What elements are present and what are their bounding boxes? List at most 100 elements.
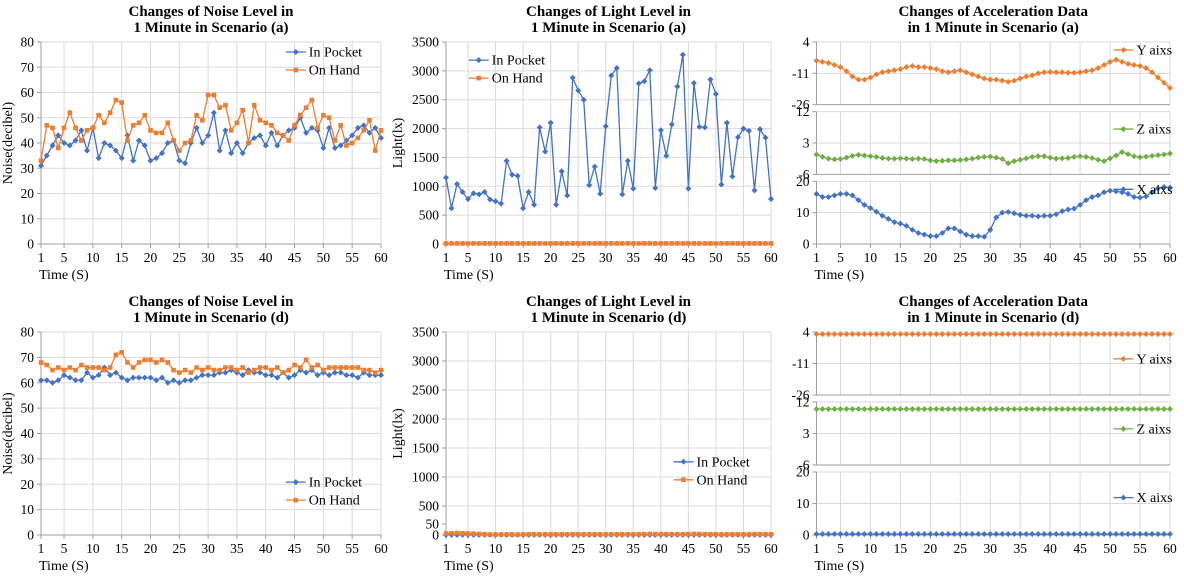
chart-title-line1: Changes of Acceleration Data — [898, 4, 1088, 20]
y-tick-label: 80 — [21, 35, 35, 50]
x-tick-label: 60 — [764, 541, 778, 556]
x-tick-label: 1 — [443, 250, 450, 265]
panel-accel-d-1: 12 3 -6 Z aixs — [796, 395, 1173, 473]
y-tick-label: 3500 — [412, 35, 439, 50]
chart-title-line2: 1 Minute in Scenario (a) — [531, 20, 686, 36]
legend-label: On Hand — [309, 64, 360, 79]
legend: Y aixs — [1113, 352, 1172, 367]
y-tick-label: 50 — [21, 110, 35, 125]
y-tick-label: 4 — [803, 35, 810, 50]
y-tick-label: -26 — [792, 388, 810, 403]
series-z-aixs — [813, 406, 1173, 412]
x-tick-label: 1 — [38, 541, 45, 556]
x-tick-label: 15 — [115, 541, 129, 556]
legend: Z aixs — [1113, 123, 1171, 138]
y-tick-label: -11 — [792, 66, 810, 81]
x-tick-label: 40 — [1043, 250, 1057, 265]
y-tick-label: 10 — [21, 211, 35, 226]
y-tick-label: 40 — [21, 426, 35, 441]
y-tick-label: 20 — [21, 186, 35, 201]
x-tick-label: 30 — [599, 250, 613, 265]
y-axis-label: Light(lx) — [391, 408, 406, 459]
x-tick-label: 20 — [544, 250, 558, 265]
x-tick-label: 50 — [317, 541, 331, 556]
x-tick-label: 15 — [115, 250, 129, 265]
y-tick-label: 10 — [796, 205, 810, 220]
chart-noise-scenario-a: Changes of Noise Level in 1 Minute in Sce… — [0, 0, 390, 290]
legend-label: Z aixs — [1136, 422, 1171, 437]
x-tick-label: 25 — [173, 541, 187, 556]
x-tick-label: 55 — [345, 250, 359, 265]
y-tick-label: 3 — [803, 426, 810, 441]
chart-acceleration-scenario-d: Changes of Acceleration Data in 1 Minute … — [780, 290, 1184, 581]
x-tick-label: 10 — [489, 541, 503, 556]
x-tick-label: 45 — [682, 250, 696, 265]
x-tick-label: 60 — [374, 250, 388, 265]
x-tick-label: 35 — [627, 541, 641, 556]
legend-label: On Hand — [309, 494, 360, 509]
x-tick-label: 55 — [737, 250, 751, 265]
chart-title-line2: 1 Minute in Scenario (a) — [134, 20, 289, 36]
y-tick-label: 3000 — [412, 354, 439, 369]
panel-accel-d-0: 4 -11 -26 Y aixs — [792, 325, 1173, 403]
x-tick-label: 1 — [38, 250, 45, 265]
y-tick-label: 2500 — [412, 92, 439, 107]
panel-accel-a-1: 12 3 -6 Z aixs — [796, 104, 1173, 182]
y-tick-label: 70 — [21, 350, 35, 365]
x-tick-label: 15 — [894, 250, 908, 265]
x-tick-label: 15 — [516, 250, 530, 265]
series-on-hand — [38, 350, 384, 375]
x-axis-label: Time (S) — [815, 268, 865, 283]
x-tick-label: 15 — [894, 541, 908, 556]
x-tick-label: 60 — [1163, 250, 1177, 265]
chart-title-line1: Changes of Noise Level in — [129, 294, 295, 310]
legend-label: Y aixs — [1136, 44, 1172, 59]
y-tick-label: 1000 — [412, 470, 439, 485]
y-tick-label: 50 — [426, 517, 440, 532]
chart-light-scenario-d: Changes of Light Level in 1 Minute in Sce… — [390, 290, 780, 581]
x-axis-label: Time (S) — [39, 559, 89, 574]
x-tick-label: 30 — [201, 250, 215, 265]
x-tick-label: 35 — [1013, 250, 1027, 265]
y-tick-label: 20 — [21, 477, 35, 492]
x-tick-label: 5 — [465, 541, 472, 556]
x-tick-label: 5 — [837, 250, 844, 265]
chart-svg-light-d: Changes of Light Level in1 Minute in Sce… — [391, 294, 778, 575]
x-tick-label: 50 — [1103, 250, 1117, 265]
y-tick-label: 0 — [432, 528, 439, 543]
y-tick-label: 30 — [21, 161, 35, 176]
y-tick-label: 12 — [796, 104, 810, 119]
chart-svg-light-a: Changes of Light Level in1 Minute in Sce… — [391, 4, 778, 283]
x-tick-label: 55 — [737, 541, 751, 556]
y-tick-label: 3 — [803, 136, 810, 151]
chart-title-line1: Changes of Light Level in — [526, 4, 692, 20]
x-tick-label: 50 — [709, 250, 723, 265]
legend-label: In Pocket — [697, 455, 750, 470]
chart-title-line2: in 1 Minute in Scenario (a) — [908, 20, 1079, 36]
x-tick-label: 10 — [86, 541, 100, 556]
x-tick-label: 25 — [571, 541, 585, 556]
y-tick-label: 1500 — [412, 150, 439, 165]
y-axis-label: Light(lx) — [391, 117, 406, 168]
x-tick-label: 20 — [544, 541, 558, 556]
series-y-aixs — [813, 331, 1173, 338]
y-tick-label: 500 — [419, 499, 440, 514]
x-tick-label: 60 — [374, 541, 388, 556]
legend: Y aixs — [1113, 44, 1172, 59]
x-tick-label: 5 — [61, 250, 68, 265]
chart-title-line2: 1 Minute in Scenario (d) — [133, 310, 289, 326]
y-tick-label: 2500 — [412, 383, 439, 398]
x-tick-label: 10 — [489, 250, 503, 265]
y-tick-label: 2000 — [412, 412, 439, 427]
x-tick-label: 50 — [317, 250, 331, 265]
x-tick-label: 5 — [61, 541, 68, 556]
series-on-hand — [38, 92, 384, 163]
chart-acceleration-scenario-a: Changes of Acceleration Data in 1 Minute … — [780, 0, 1184, 290]
legend: Z aixs — [1113, 422, 1171, 437]
y-tick-label: 0 — [27, 237, 34, 252]
series-z-aixs — [813, 149, 1173, 167]
x-tick-label: 30 — [984, 541, 998, 556]
